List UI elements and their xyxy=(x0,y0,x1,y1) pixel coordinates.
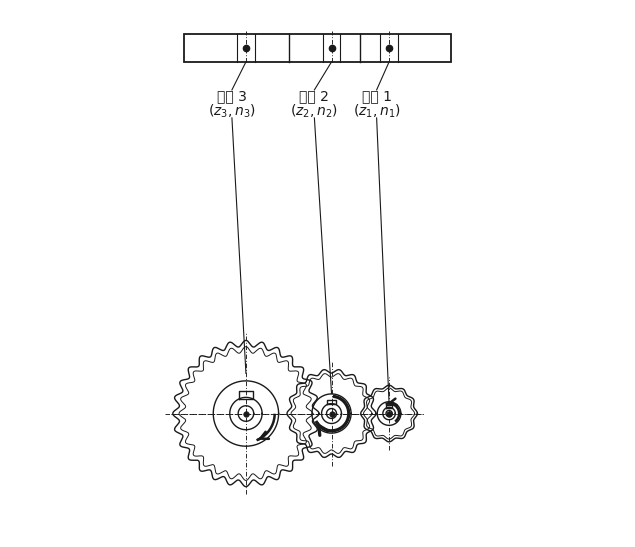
Text: 齿轮 1: 齿轮 1 xyxy=(361,89,392,103)
Text: $(z_3,n_3)$: $(z_3,n_3)$ xyxy=(208,103,256,120)
Text: 齿轮 3: 齿轮 3 xyxy=(217,89,247,103)
Text: 齿轮 2: 齿轮 2 xyxy=(300,89,330,103)
Text: $(z_2,n_2)$: $(z_2,n_2)$ xyxy=(290,103,338,120)
Text: $(z_1,n_1)$: $(z_1,n_1)$ xyxy=(352,103,401,120)
Bar xyxy=(184,34,451,62)
